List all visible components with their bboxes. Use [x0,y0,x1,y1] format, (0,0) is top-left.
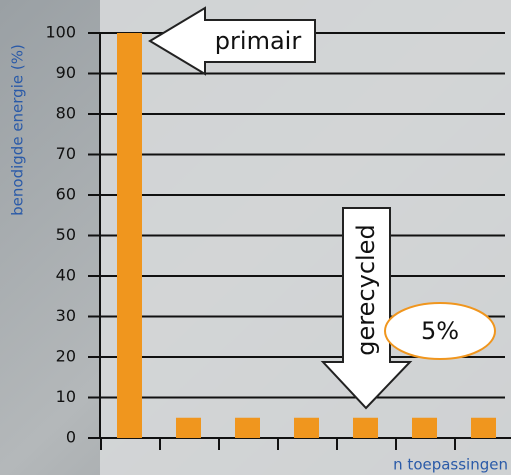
bar [294,418,319,438]
bar [353,418,378,438]
y-tick-label: 50 [56,225,76,244]
y-tick-label: 60 [56,185,76,204]
y-tick-label: 30 [56,306,76,325]
plot-background [100,0,511,475]
y-tick-label: 70 [56,144,76,163]
x-axis-label: n toepassingen [393,456,508,474]
y-axis-label: benodigde energie (%) [9,44,27,216]
y-tick-label: 20 [56,347,76,366]
bar [117,33,142,438]
bar [235,418,260,438]
y-tick-label: 90 [56,63,76,82]
y-tick-label: 10 [56,387,76,406]
bar [412,418,437,438]
y-tick-label: 0 [66,428,76,447]
y-tick-label: 40 [56,266,76,285]
share-label: 5% [421,317,459,345]
primary-label: primair [215,27,302,55]
bar [471,418,496,438]
recycled-label: gerecycled [352,224,380,355]
y-tick-label: 80 [56,104,76,123]
bar [176,418,201,438]
y-tick-label: 100 [45,23,76,42]
chart: benodigde energie (%) n toepassingen 0 10… [0,0,511,475]
